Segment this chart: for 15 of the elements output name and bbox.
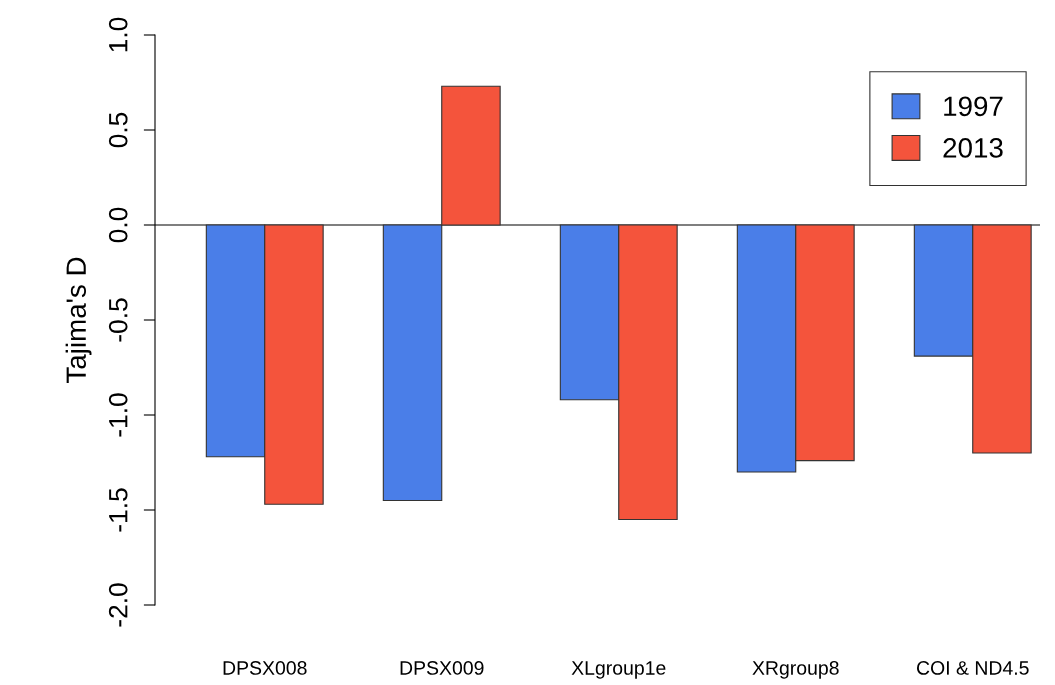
x-tick-label: DPSX009 <box>400 661 484 675</box>
x-tick-label: XLgroup1e <box>571 661 666 679</box>
y-tick-label: 0.5 <box>108 112 128 148</box>
y-tick-label: -1.5 <box>109 488 128 532</box>
legend-label: 1997 <box>944 96 1003 117</box>
y-tick-label: -1.0 <box>108 393 128 437</box>
y-tick-label: 1.0 <box>108 17 128 52</box>
legend-label: 2013 <box>943 138 1003 158</box>
x-tick-label: DPSX008 <box>223 661 307 675</box>
x-tick-label: XRgroup8 <box>752 661 839 679</box>
y-tick-label: -0.5 <box>108 298 128 342</box>
y-tick-label: -2.0 <box>108 583 128 627</box>
x-tick-label: COI & ND4.5 <box>917 661 1029 675</box>
y-tick-label: 0.0 <box>108 207 128 243</box>
y-axis-title: Tajima's D <box>65 257 92 383</box>
